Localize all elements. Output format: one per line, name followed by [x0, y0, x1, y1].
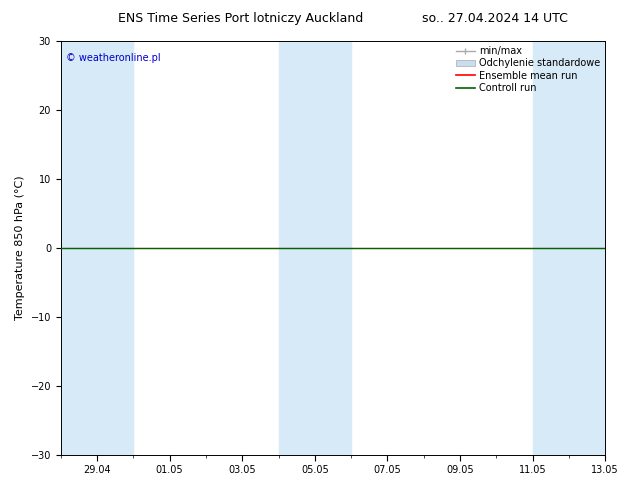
Text: © weatheronline.pl: © weatheronline.pl — [66, 53, 161, 64]
Bar — [61, 41, 133, 455]
Bar — [278, 41, 351, 455]
Text: so.. 27.04.2024 14 UTC: so.. 27.04.2024 14 UTC — [422, 12, 567, 25]
Legend: min/max, Odchylenie standardowe, Ensemble mean run, Controll run: min/max, Odchylenie standardowe, Ensembl… — [454, 44, 602, 95]
Y-axis label: Temperature 850 hPa (°C): Temperature 850 hPa (°C) — [15, 175, 25, 320]
Bar — [533, 41, 605, 455]
Text: ENS Time Series Port lotniczy Auckland: ENS Time Series Port lotniczy Auckland — [119, 12, 363, 25]
